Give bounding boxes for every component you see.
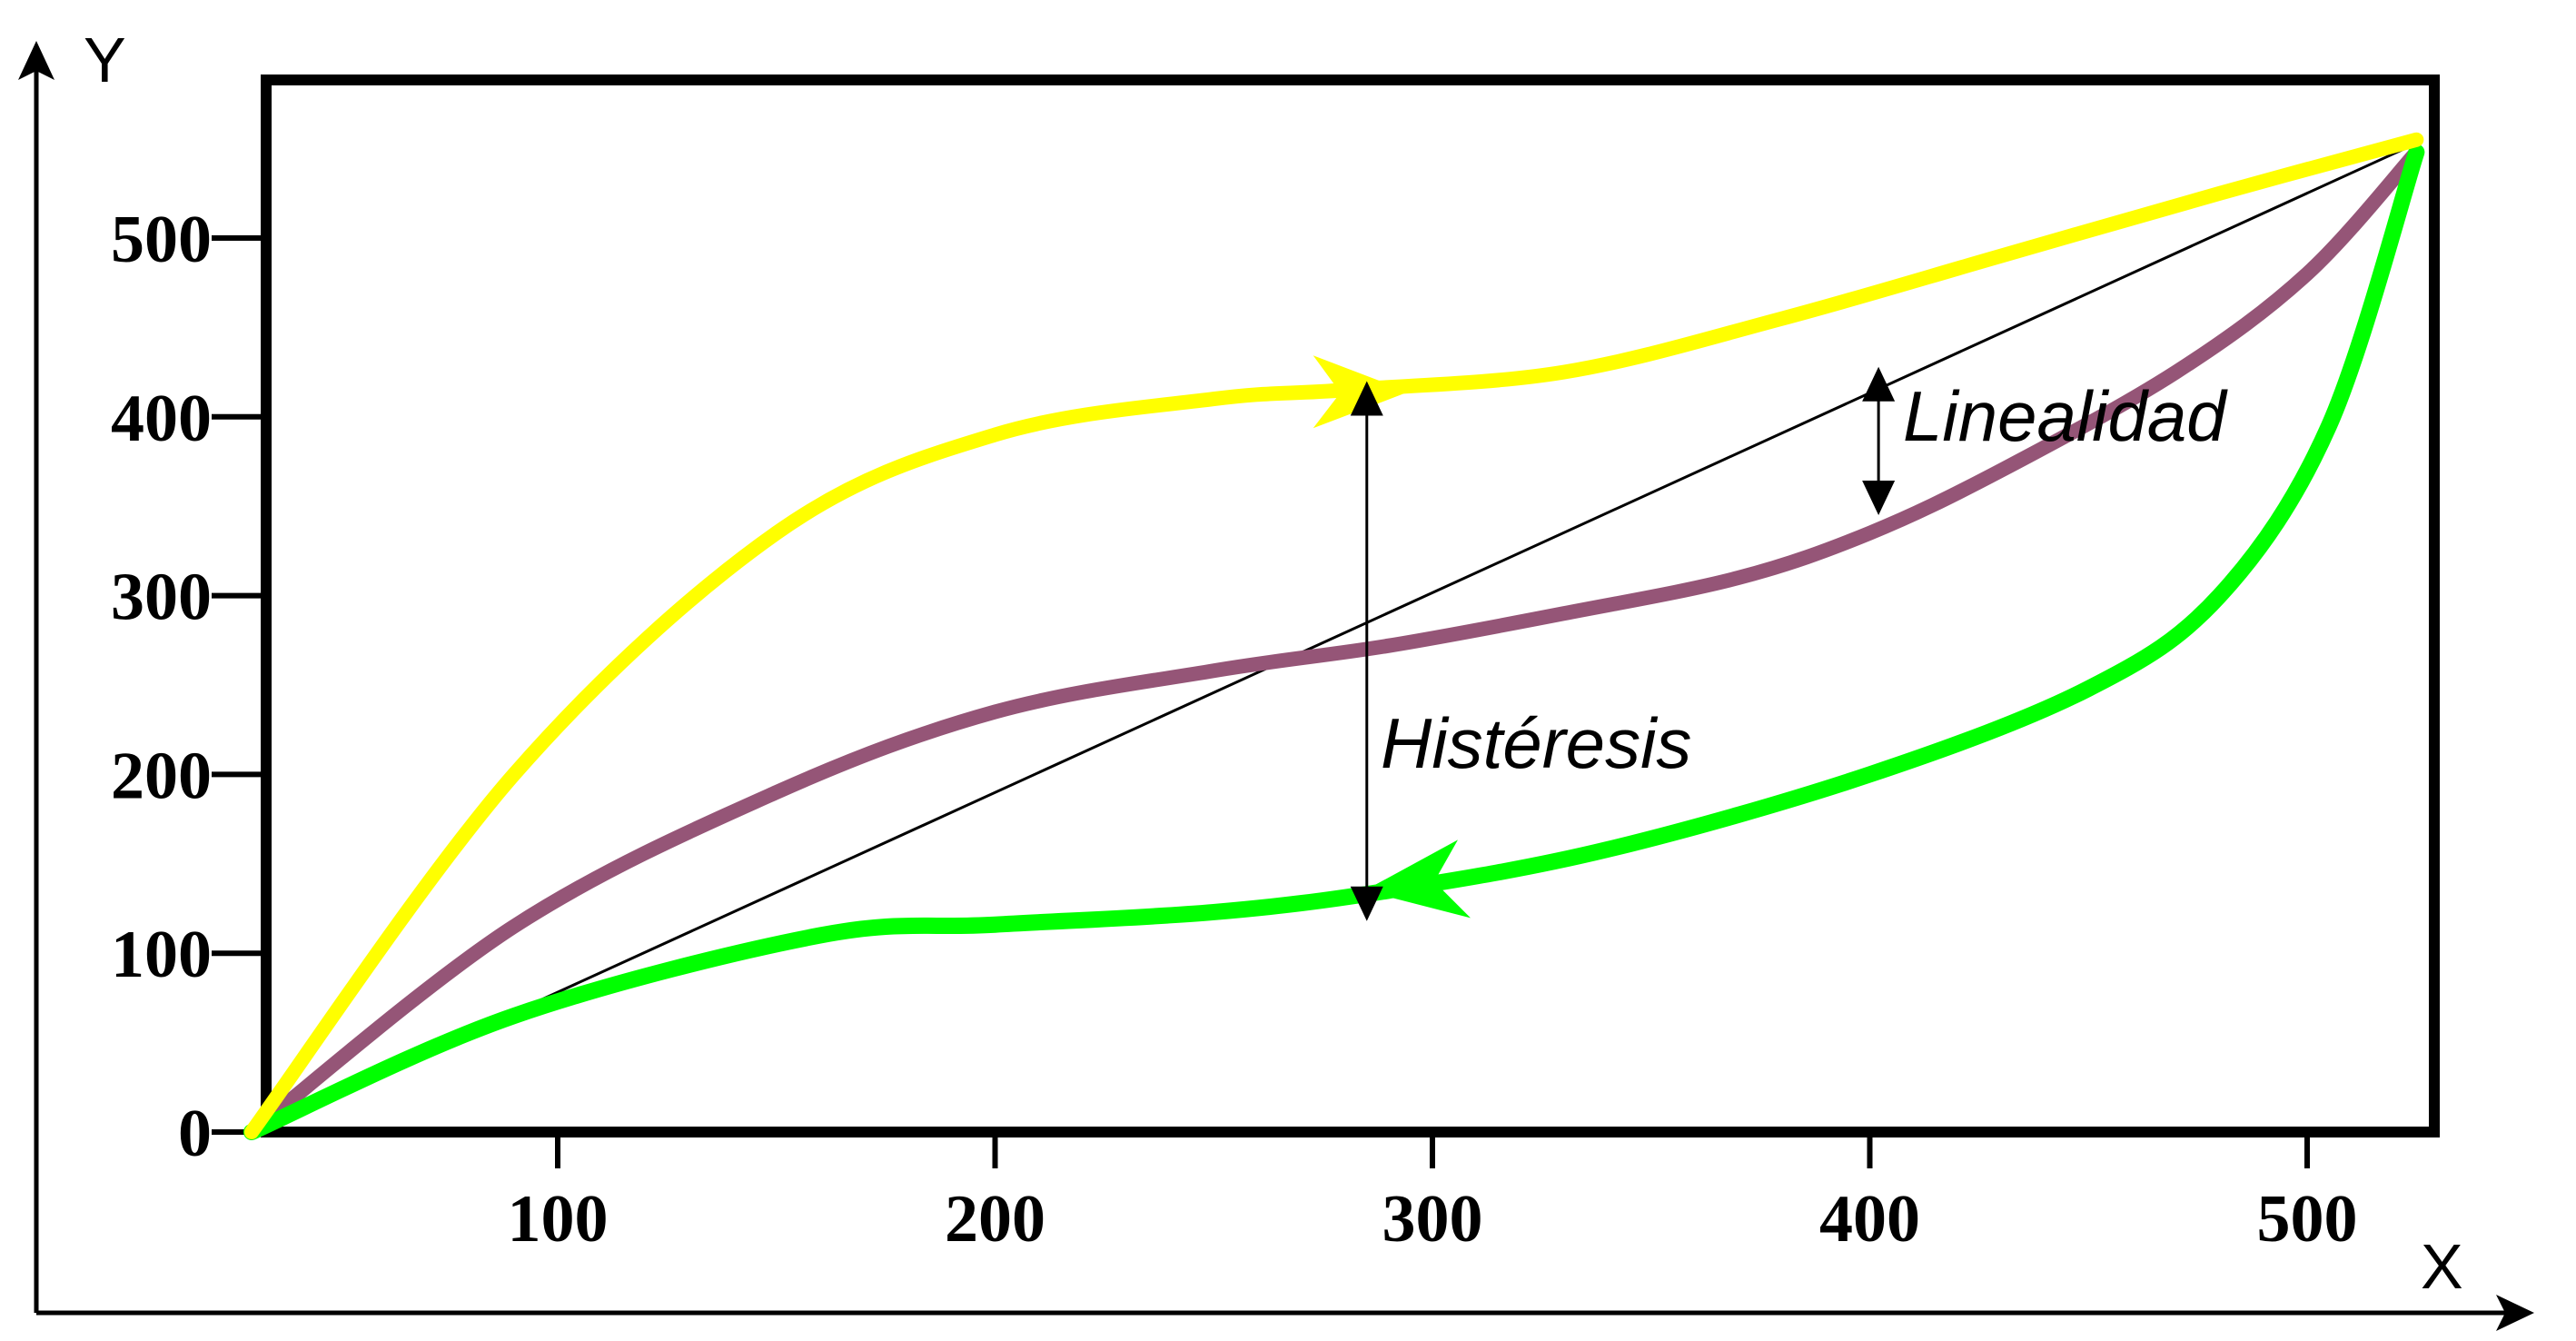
backward-direction-arrow xyxy=(1364,839,1471,919)
linealidad-arrowhead-bottom xyxy=(1862,481,1896,516)
forward-direction-arrow xyxy=(1313,355,1409,429)
x-tick-label: 100 xyxy=(508,1182,609,1257)
x-tick-label: 400 xyxy=(1819,1182,1920,1257)
series-green-line xyxy=(243,144,2425,1140)
series-purple-line xyxy=(243,144,2424,1139)
y-tick-label: 0 xyxy=(178,1097,212,1171)
outer-x-axis-arrowhead xyxy=(2496,1295,2534,1331)
histeresis-arrowhead-bottom xyxy=(1350,886,1383,921)
y-axis-label: Y xyxy=(84,25,126,95)
outer-y-axis-arrowhead xyxy=(18,41,54,80)
y-tick-label: 400 xyxy=(111,382,212,456)
series-layer xyxy=(243,132,2425,1140)
x-axis-label: X xyxy=(2421,1231,2463,1302)
x-tick-label: 300 xyxy=(1382,1182,1483,1257)
y-tick-label: 100 xyxy=(111,918,212,992)
x-tick-label: 500 xyxy=(2257,1182,2358,1257)
series-reference-line xyxy=(250,142,2418,1134)
y-tick-label: 300 xyxy=(111,561,212,635)
ticks-layer: 100 200 300 400 500 0 100 200 300 400 500 xyxy=(111,203,2358,1257)
histeresis-label: Histéresis xyxy=(1381,703,1691,783)
y-tick-label: 200 xyxy=(111,739,212,813)
histeresis-arrowhead-top xyxy=(1350,381,1383,416)
x-tick-label: 200 xyxy=(945,1182,1045,1257)
plot-frame xyxy=(261,74,2440,1137)
linealidad-arrowhead-top xyxy=(1862,366,1896,402)
annotations-layer: Linealidad Histéresis xyxy=(1350,366,2228,921)
series-yellow-line xyxy=(243,132,2424,1139)
linealidad-label: Linealidad xyxy=(1903,376,2228,456)
y-tick-label: 500 xyxy=(111,203,212,277)
